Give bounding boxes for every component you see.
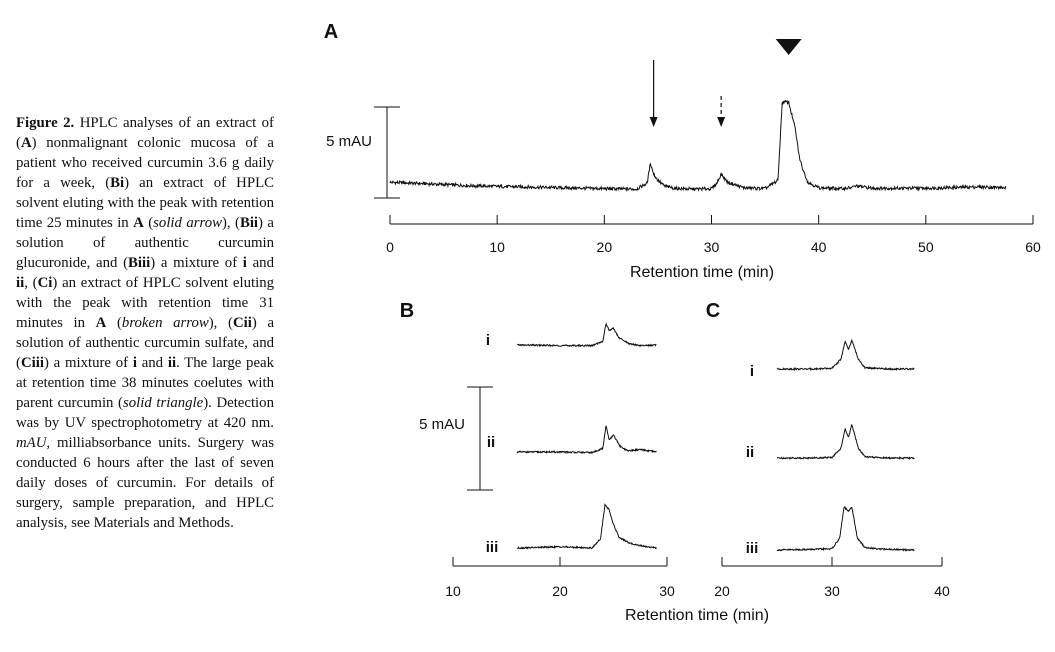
panel-c-trace-ii [777,423,915,460]
caption-segment: and [246,255,274,271]
panel-a-x-tick-label: 0 [386,239,394,255]
caption-segment: ). Detection was by UV spectrophotometry… [16,395,274,431]
caption-segment: Bii [239,215,259,231]
caption-segment: Biii [128,255,151,271]
caption-segment: ) a solution of authentic curcumin glucu… [16,215,274,271]
caption-segment: ) an extract of HPLC solvent eluting wit… [16,175,275,231]
caption-segment: ), ( [208,315,233,331]
caption-segment: Bi [110,175,125,191]
broken-arrow-head [717,117,726,127]
panel-b-trace-label: ii [487,434,495,451]
panel-a-x-tick-label: 60 [1025,239,1041,255]
panel-b-trace-iii [516,503,657,550]
panel-c-x-tick-label: 40 [934,583,950,599]
caption-segment: i [132,355,137,371]
caption-segment: milliabsorbance units. Surgery was condu… [16,435,274,531]
caption-segment: i [242,255,247,271]
caption-segment: ) a mixture of [43,355,133,371]
caption-body: HPLC analyses of an extract of (A) nonma… [16,115,274,531]
caption-label: Figure 2. [16,115,75,131]
panel-b-trace-label: i [486,332,490,349]
panel-b-label: B [400,300,414,322]
caption-segment: Cii [232,315,252,331]
caption-segment: A [133,215,144,231]
panel-c-trace-label: ii [746,444,754,461]
panel-a-x-tick-label: 50 [918,239,934,255]
caption-segment: ii [167,355,177,371]
panel-a-x-tick-label: 30 [704,239,720,255]
panel-b-trace-label: iii [486,539,499,556]
caption-segment: , ( [24,275,38,291]
panel-c-x-tick-label: 20 [714,583,730,599]
caption-segment: ), ( [221,215,240,231]
caption-segment: Ci [37,275,53,291]
panel-c-trace-i [776,338,915,372]
panel-a-trace [389,99,1007,193]
panel-bc-x-label: Retention time (min) [625,607,769,624]
panel-b-trace-ii [516,425,657,455]
caption-segment: ( [106,315,122,331]
panel-b-x-tick-label: 30 [659,583,675,599]
solid-triangle-marker [775,39,802,55]
panel-c-trace-iii [776,506,915,552]
caption-segment: HPLC analyses of an extract of ( [16,115,274,151]
caption-segment: A [20,135,32,151]
panel-a-label: A [324,21,338,43]
panel-a-x-label: Retention time (min) [630,264,774,281]
panel-c-x-tick-label: 30 [824,583,840,599]
caption-segment: ) an extract of HPLC solvent eluting wit… [16,275,275,331]
caption-segment: ( [143,215,154,231]
panel-a-x-tick-label: 10 [489,239,505,255]
panel-a-scale-label: 5 mAU [326,133,372,150]
caption-segment: ii [16,275,25,291]
solid-arrow-head [649,117,658,127]
panel-a-x-tick-label: 20 [597,239,613,255]
caption-segment: and [136,355,168,371]
panel-c-label: C [706,300,720,322]
caption-segment: broken arrow [121,315,209,331]
panel-b-x-tick-label: 20 [552,583,568,599]
caption-segment: solid arrow [153,215,222,231]
figure-caption: Figure 2. HPLC analyses of an extract of… [16,113,274,533]
panel-b-scale-label: 5 mAU [419,416,465,433]
panel-c-trace-label: i [750,363,754,380]
caption-segment: A [95,315,107,331]
panel-b-x-tick-label: 10 [445,583,461,599]
caption-segment: ) a mixture of [150,255,243,271]
caption-segment: ) a solution of authentic curcumin sulfa… [16,315,275,371]
caption-segment: mAU, [16,435,51,451]
caption-segment: Ciii [20,355,44,371]
panel-c-trace-label: iii [746,540,759,557]
caption-segment: ) nonmalignant colonic mucosa of a patie… [16,135,274,191]
caption-segment: solid triangle [122,395,204,411]
caption-segment: . The large peak at retention time 38 mi… [16,355,274,411]
panel-b-trace-i [517,322,657,348]
panel-a-x-tick-label: 40 [811,239,827,255]
